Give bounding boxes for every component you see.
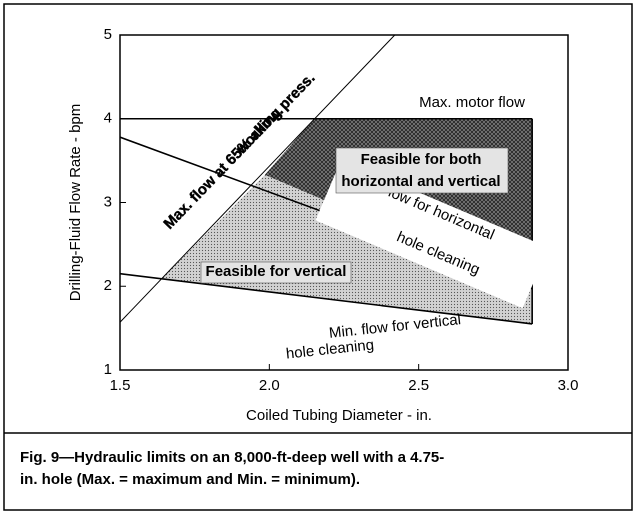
series-label: Max. motor flow (419, 94, 525, 111)
region-texture (161, 174, 533, 324)
x-tick-label: 3.0 (558, 377, 579, 394)
y-tick-label: 5 (104, 26, 112, 43)
label-box (315, 159, 549, 309)
series-line (120, 35, 396, 323)
y-tick-label: 2 (104, 277, 112, 294)
y-tick-label: 3 (104, 193, 112, 210)
x-tick-label: 2.0 (259, 377, 280, 394)
region-label: Feasible for vertical (206, 263, 347, 280)
region-label-box (335, 147, 509, 194)
caption-line: in. hole (Max. = maximum and Min. = mini… (20, 471, 360, 488)
region-label: Feasible for both (361, 151, 482, 168)
caption-line: Fig. 9—Hydraulic limits on an 8,000-ft-d… (20, 449, 444, 466)
series-label: hole cleaning (285, 336, 375, 362)
y-axis-label: Drilling-Fluid Flow Rate - bpm (67, 104, 84, 302)
frame (3, 3, 633, 511)
y-tick-label: 1 (104, 361, 112, 378)
region-label: horizontal and vertical (341, 173, 500, 190)
series-label: Min. flow for vertical (328, 311, 462, 342)
region-label-box (200, 261, 352, 284)
series-line (120, 272, 533, 325)
y-tick-label: 4 (104, 110, 112, 127)
x-tick-label: 2.5 (408, 377, 429, 394)
x-tick-label: 1.5 (110, 377, 131, 394)
x-axis-label: Coiled Tubing Diameter - in. (246, 407, 432, 424)
